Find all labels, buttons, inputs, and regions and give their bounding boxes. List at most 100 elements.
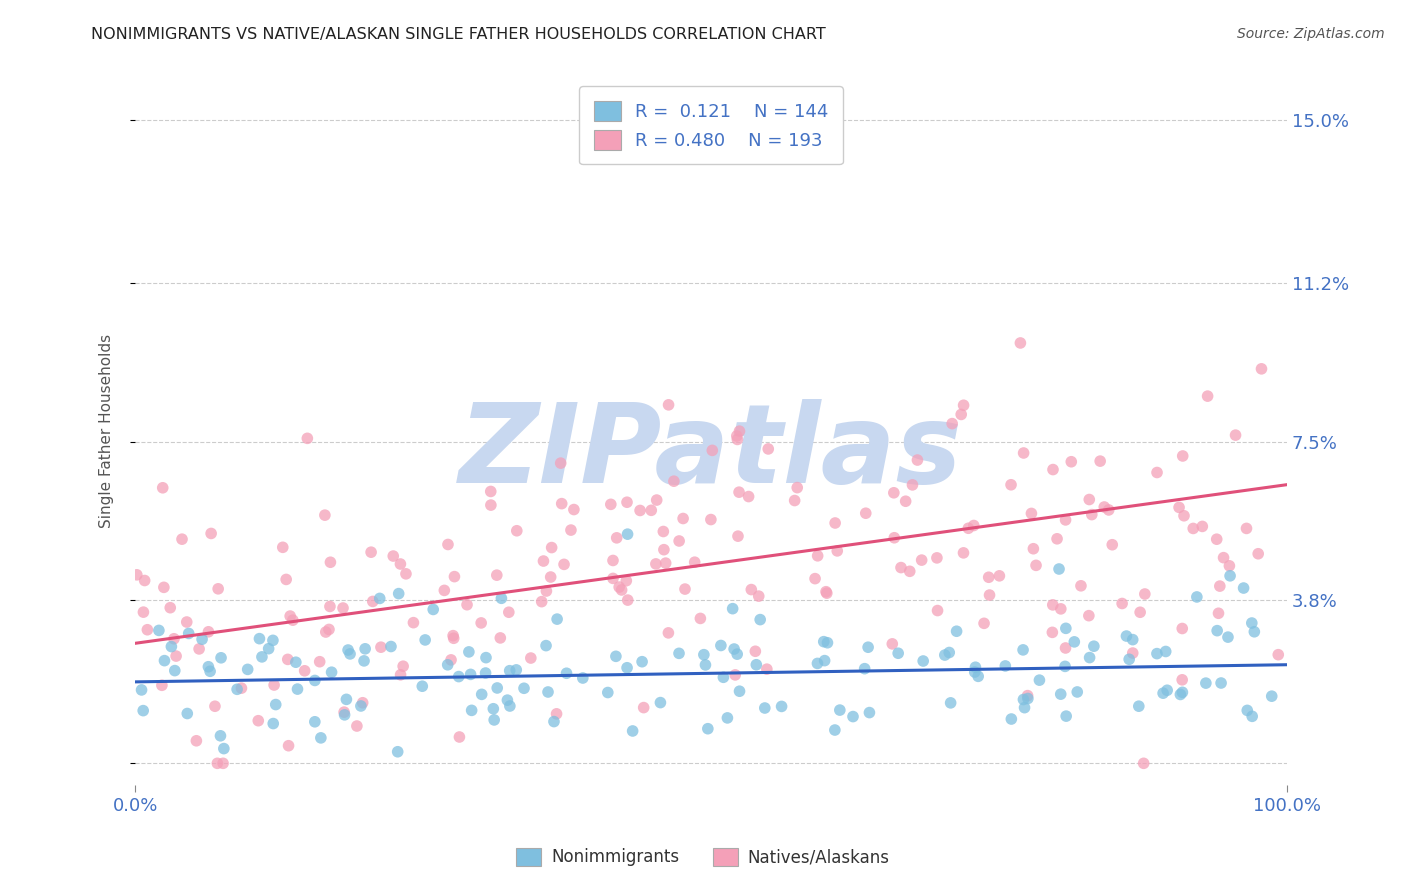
Point [132, 605, 155, 619]
Point [263, 678, 285, 692]
Point [402, 615, 425, 630]
Point [304, 673, 326, 688]
Point [1218, 558, 1240, 573]
Point [262, 716, 284, 731]
Point [360, 545, 382, 559]
Point [1098, 503, 1121, 517]
Point [737, 490, 759, 504]
Point [934, 648, 956, 662]
Point [148, 624, 170, 638]
Point [197, 624, 219, 639]
Point [721, 601, 744, 615]
Point [1101, 538, 1123, 552]
Point [662, 474, 685, 488]
Point [939, 696, 962, 710]
Point [337, 643, 360, 657]
Point [562, 502, 585, 516]
Point [754, 701, 776, 715]
Point [335, 692, 357, 706]
Point [332, 601, 354, 615]
Point [725, 429, 748, 443]
Point [1240, 615, 1263, 630]
Point [339, 647, 361, 661]
Point [499, 699, 522, 714]
Point [318, 623, 340, 637]
Point [389, 557, 412, 571]
Point [160, 640, 183, 654]
Point [824, 516, 846, 530]
Point [354, 641, 377, 656]
Point [1250, 361, 1272, 376]
Point [197, 659, 219, 673]
Point [540, 570, 562, 584]
Point [560, 523, 582, 537]
Point [441, 629, 464, 643]
Point [1017, 691, 1039, 706]
Point [207, 582, 229, 596]
Point [486, 681, 509, 695]
Point [550, 456, 572, 470]
Point [1049, 602, 1071, 616]
Point [728, 684, 751, 698]
Point [319, 555, 342, 569]
Point [422, 602, 444, 616]
Point [1122, 632, 1144, 647]
Point [437, 537, 460, 551]
Point [804, 572, 827, 586]
Point [696, 722, 718, 736]
Point [1083, 639, 1105, 653]
Point [814, 584, 837, 599]
Point [740, 582, 762, 597]
Point [198, 665, 221, 679]
Point [553, 558, 575, 572]
Point [546, 706, 568, 721]
Point [188, 641, 211, 656]
Point [471, 687, 494, 701]
Point [628, 503, 651, 517]
Point [387, 745, 409, 759]
Point [278, 609, 301, 624]
Point [856, 640, 879, 655]
Point [460, 667, 482, 681]
Point [963, 518, 986, 533]
Point [979, 588, 1001, 602]
Point [165, 649, 187, 664]
Point [153, 654, 176, 668]
Point [1241, 709, 1264, 723]
Point [159, 600, 181, 615]
Point [710, 639, 733, 653]
Point [231, 681, 253, 695]
Point [1118, 652, 1140, 666]
Point [817, 636, 839, 650]
Point [152, 481, 174, 495]
Point [537, 685, 560, 699]
Point [668, 646, 690, 660]
Point [209, 729, 232, 743]
Point [887, 646, 910, 660]
Point [352, 696, 374, 710]
Point [1171, 685, 1194, 699]
Point [755, 662, 778, 676]
Point [297, 431, 319, 445]
Point [555, 666, 578, 681]
Point [1232, 581, 1254, 595]
Point [1000, 712, 1022, 726]
Point [1195, 676, 1218, 690]
Point [1128, 699, 1150, 714]
Point [470, 615, 492, 630]
Point [1146, 466, 1168, 480]
Point [1182, 521, 1205, 535]
Point [125, 567, 148, 582]
Point [368, 591, 391, 606]
Point [616, 527, 638, 541]
Point [150, 678, 173, 692]
Point [308, 655, 330, 669]
Point [1040, 625, 1063, 640]
Point [1054, 621, 1077, 635]
Point [1081, 508, 1104, 522]
Point [814, 654, 837, 668]
Point [315, 625, 337, 640]
Point [361, 594, 384, 608]
Point [770, 699, 793, 714]
Point [433, 583, 456, 598]
